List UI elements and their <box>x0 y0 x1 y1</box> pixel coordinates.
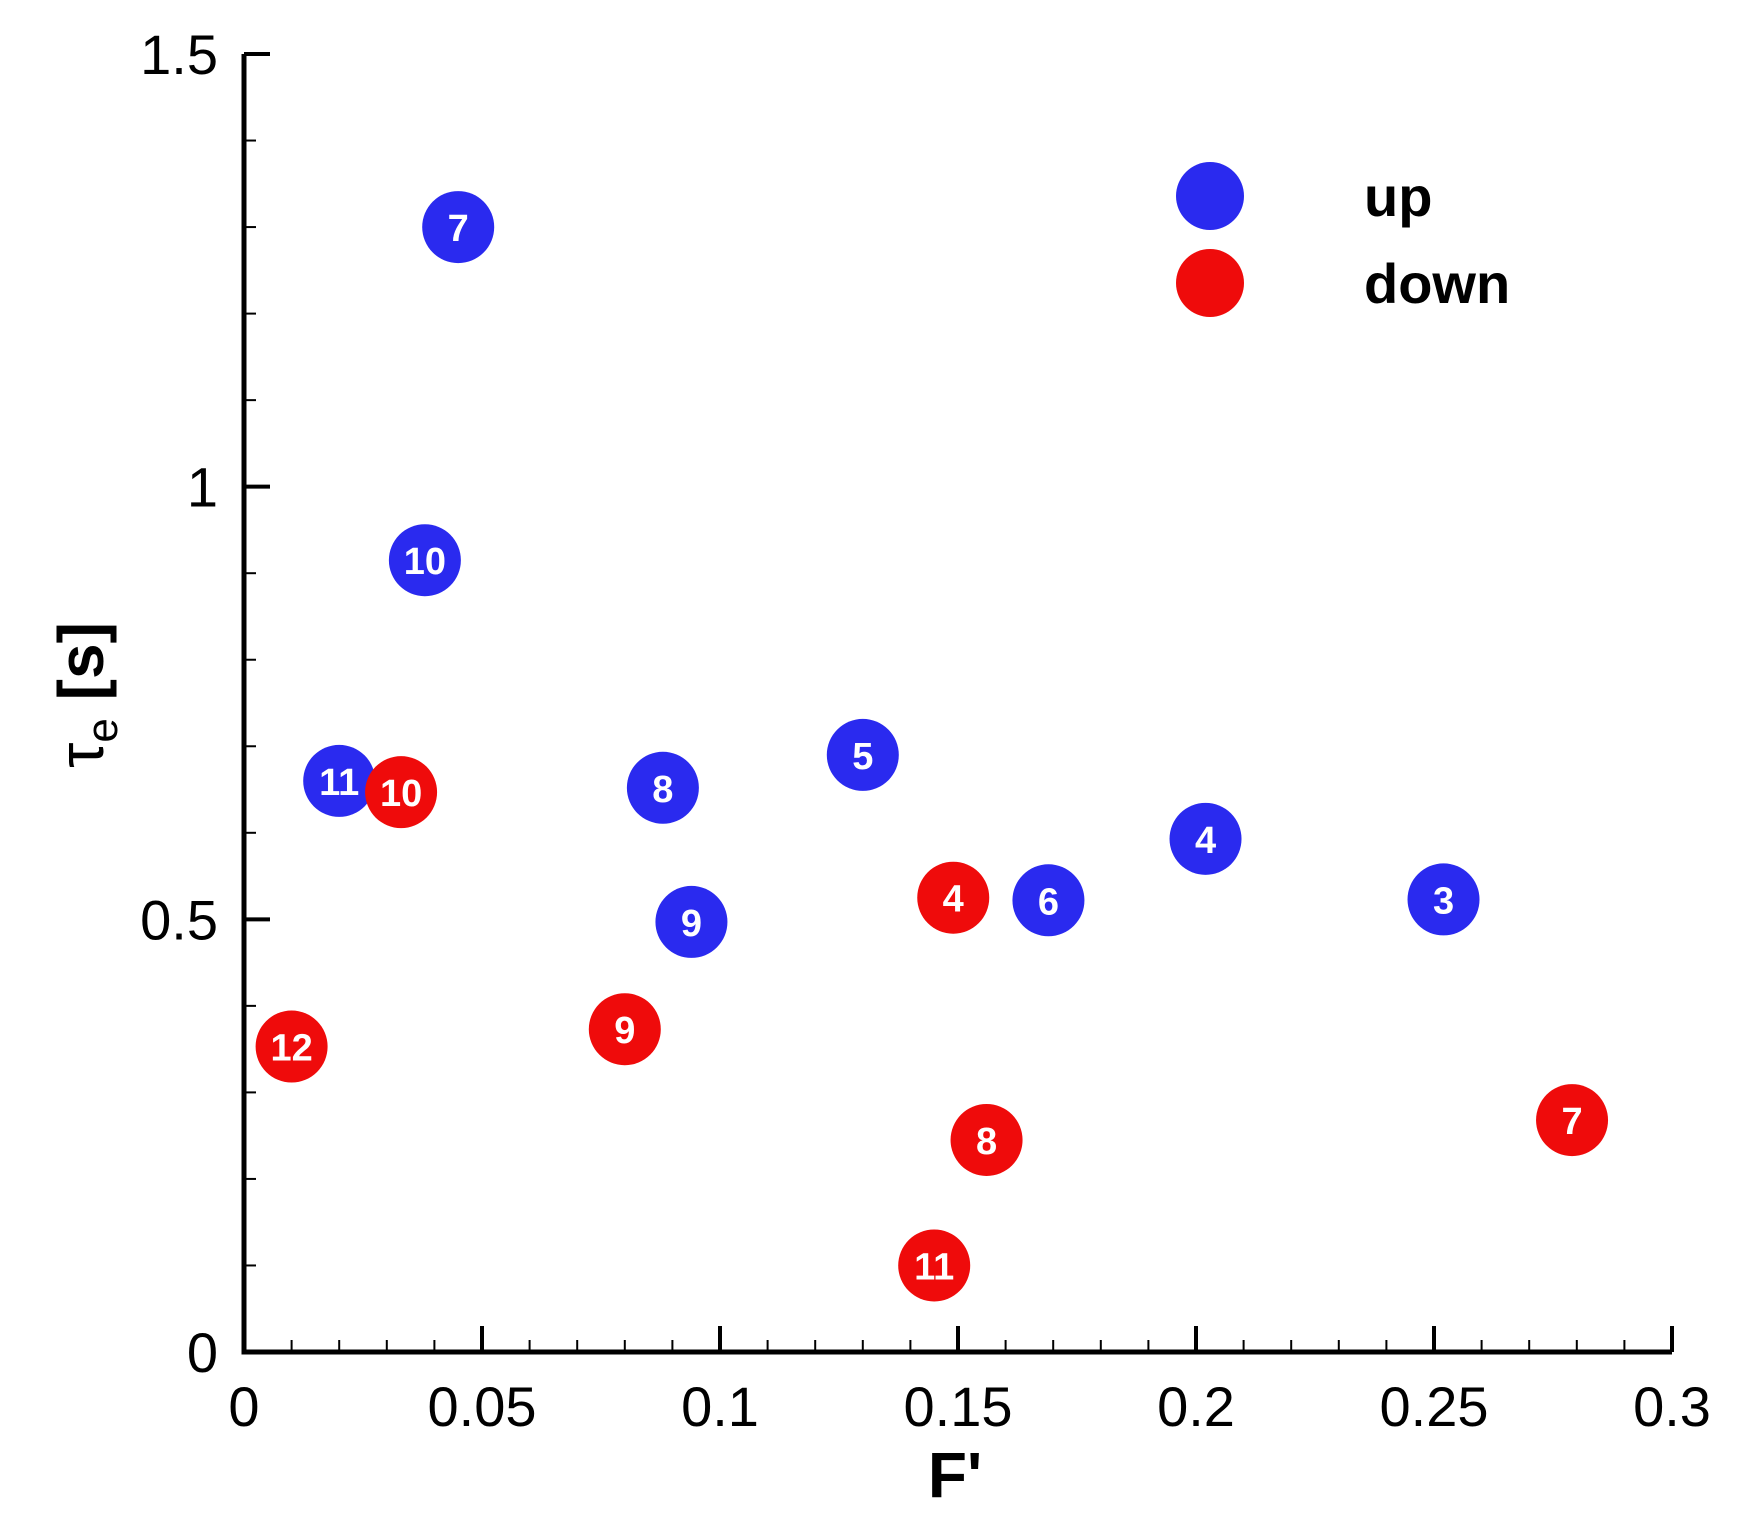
x-tick-label: 0.05 <box>428 1375 537 1438</box>
series-down: 10 4 9 12 8 7 11 <box>255 756 1609 1302</box>
data-point <box>303 744 376 817</box>
data-point-label: 9 <box>681 903 702 945</box>
x-tick-label: 0.2 <box>1157 1375 1235 1438</box>
data-point-label: 11 <box>914 1246 954 1288</box>
data-point <box>950 1103 1023 1176</box>
data-point-label: 4 <box>943 879 964 921</box>
data-point <box>365 756 438 829</box>
y-tick-label: 1.5 <box>140 23 218 86</box>
data-point-label: 7 <box>448 208 469 250</box>
legend: up down <box>1176 162 1510 317</box>
data-point-label: 7 <box>1561 1101 1582 1143</box>
data-point-label: 11 <box>319 762 359 804</box>
data-point-label: 3 <box>1433 880 1454 922</box>
legend-marker <box>1176 249 1244 317</box>
legend-label: down <box>1364 252 1510 315</box>
data-point-label: 8 <box>976 1121 997 1163</box>
data-point <box>1536 1084 1609 1157</box>
data-point <box>826 718 899 791</box>
data-point <box>917 861 990 934</box>
x-tick-label: 0 <box>228 1375 259 1438</box>
data-point-label: 10 <box>380 773 422 815</box>
y-tick-label: 0 <box>187 1321 218 1384</box>
x-tick-label: 0.15 <box>904 1375 1013 1438</box>
data-point-label: 6 <box>1038 881 1059 923</box>
data-point <box>255 1010 328 1083</box>
legend-label: up <box>1364 165 1432 228</box>
y-axis-title-sub: e <box>78 718 127 742</box>
x-tick-label: 0.25 <box>1380 1375 1489 1438</box>
y-axis-title-unit: [s] <box>45 622 117 718</box>
data-point-label: 5 <box>852 736 873 778</box>
data-point-label: 8 <box>652 769 673 811</box>
x-tick-label: 0.1 <box>681 1375 759 1438</box>
data-points: 7 10 11 8 5 9 6 4 3 10 4 9 12 8 7 11 <box>255 191 1609 1302</box>
data-point-label: 12 <box>270 1028 312 1070</box>
data-point <box>1012 864 1085 937</box>
data-point-label: 10 <box>404 541 446 583</box>
data-point <box>655 885 728 958</box>
data-point <box>626 751 699 824</box>
x-axis-title: F' <box>928 1439 982 1511</box>
y-tick-label: 1 <box>187 456 218 519</box>
data-point <box>422 191 495 264</box>
data-point <box>388 524 461 597</box>
y-tick-label: 0.5 <box>140 888 218 951</box>
data-point <box>588 993 661 1066</box>
y-axis-title-main: τ <box>45 743 117 768</box>
y-axis-title: τe [s] <box>45 622 127 768</box>
series-up: 7 10 11 8 5 9 6 4 3 <box>303 191 1480 958</box>
data-point <box>898 1229 971 1302</box>
x-tick-label: 0.3 <box>1633 1375 1711 1438</box>
legend-marker <box>1176 162 1244 230</box>
data-point-label: 9 <box>614 1010 635 1052</box>
data-point-label: 4 <box>1195 820 1216 862</box>
ticks: 0 0.05 0.1 0.15 0.2 0.25 0.3 0 0.5 1 1.5 <box>140 23 1711 1438</box>
data-point <box>1169 802 1242 875</box>
data-point <box>1407 863 1480 936</box>
